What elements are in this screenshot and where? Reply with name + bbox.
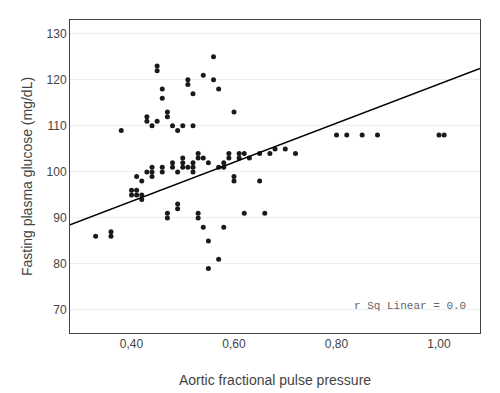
svg-text:110: 110	[47, 119, 66, 133]
svg-text:90: 90	[53, 211, 67, 225]
svg-text:Aortic fractional pulse pressu: Aortic fractional pulse pressure	[179, 372, 371, 388]
svg-text:100: 100	[47, 165, 67, 179]
svg-text:130: 130	[47, 27, 67, 41]
svg-text:0,80: 0,80	[325, 337, 349, 351]
svg-text:Fasting plasma glucose (mg/dL): Fasting plasma glucose (mg/dL)	[19, 77, 35, 276]
svg-text:120: 120	[47, 73, 67, 87]
svg-text:0,40: 0,40	[120, 337, 144, 351]
svg-text:70: 70	[53, 303, 67, 317]
svg-text:r Sq Linear = 0.0: r Sq Linear = 0.0	[354, 300, 466, 312]
svg-text:1,00: 1,00	[427, 337, 451, 351]
svg-text:80: 80	[53, 257, 67, 271]
svg-text:0,60: 0,60	[222, 337, 246, 351]
